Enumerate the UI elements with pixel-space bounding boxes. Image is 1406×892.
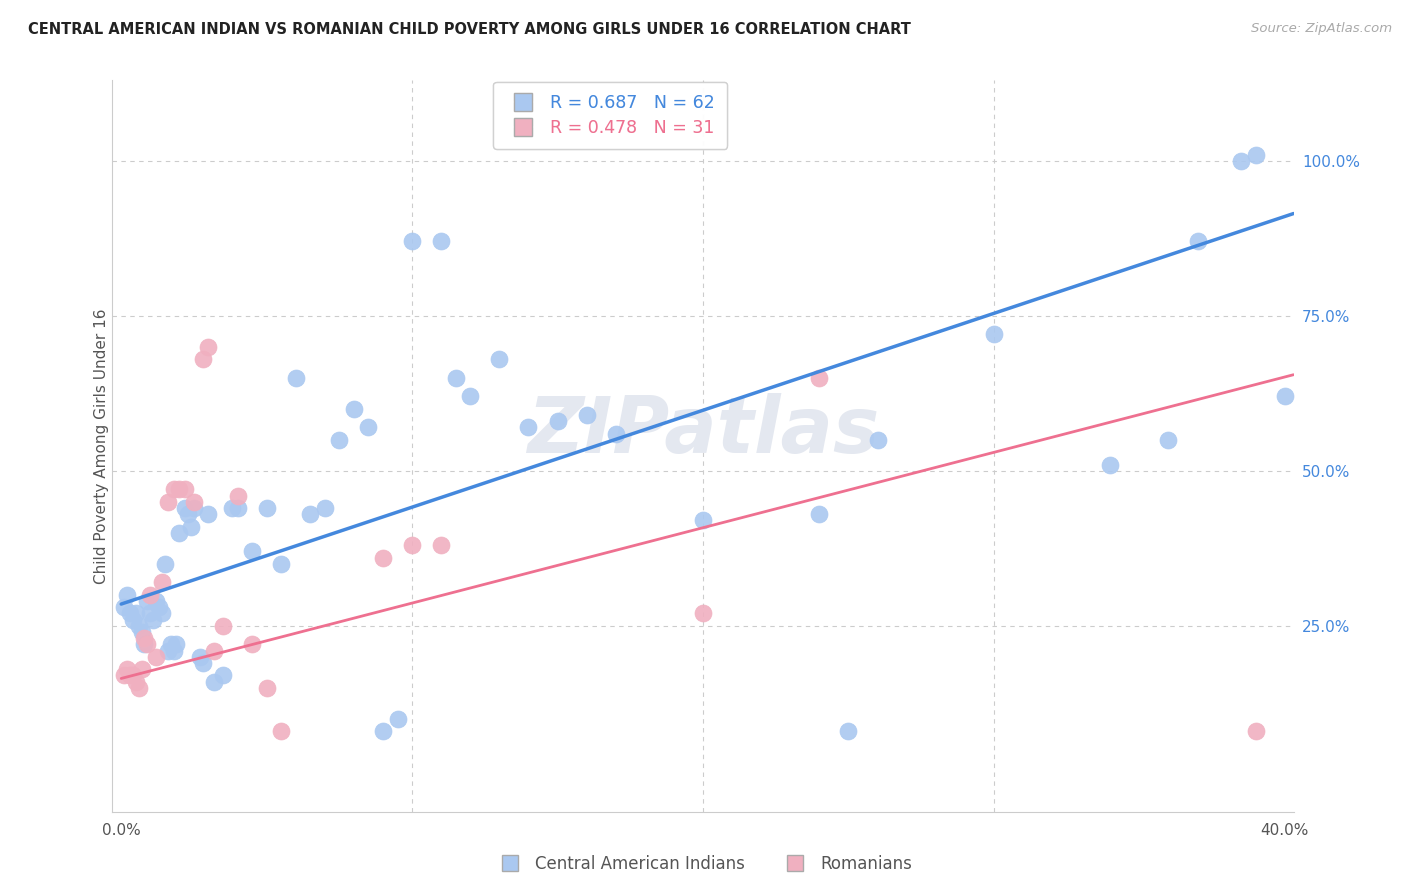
Point xyxy=(118,668,141,682)
Point xyxy=(575,408,598,422)
Point xyxy=(134,637,156,651)
Point xyxy=(371,724,394,739)
Point xyxy=(112,600,135,615)
Legend: R = 0.687   N = 62, R = 0.478   N = 31: R = 0.687 N = 62, R = 0.478 N = 31 xyxy=(494,82,727,149)
Point xyxy=(191,352,214,367)
Point xyxy=(299,507,322,521)
Point xyxy=(226,489,249,503)
Point xyxy=(131,662,153,676)
Point xyxy=(458,389,481,403)
Point xyxy=(1230,153,1253,168)
Point xyxy=(226,500,249,515)
Point xyxy=(150,607,173,621)
Point xyxy=(197,507,219,521)
Point xyxy=(547,414,569,428)
Point xyxy=(240,544,263,558)
Point xyxy=(270,557,292,571)
Point xyxy=(125,607,148,621)
Point xyxy=(131,624,153,639)
Point xyxy=(983,327,1005,342)
Point xyxy=(1244,724,1267,739)
Point xyxy=(1099,458,1122,472)
Point xyxy=(837,724,859,739)
Point xyxy=(136,594,159,608)
Point xyxy=(162,483,184,497)
Point xyxy=(136,637,159,651)
Point xyxy=(183,495,205,509)
Point xyxy=(1187,235,1209,249)
Point xyxy=(150,575,173,590)
Point xyxy=(183,500,205,515)
Point xyxy=(256,500,278,515)
Text: CENTRAL AMERICAN INDIAN VS ROMANIAN CHILD POVERTY AMONG GIRLS UNDER 16 CORRELATI: CENTRAL AMERICAN INDIAN VS ROMANIAN CHIL… xyxy=(28,22,911,37)
Point xyxy=(148,600,170,615)
Point xyxy=(256,681,278,695)
Point xyxy=(121,613,143,627)
Point xyxy=(284,371,307,385)
Point xyxy=(240,637,263,651)
Point xyxy=(401,235,423,249)
Point xyxy=(169,483,191,497)
Point xyxy=(156,495,179,509)
Point xyxy=(188,649,211,664)
Legend: Central American Indians, Romanians: Central American Indians, Romanians xyxy=(486,848,920,880)
Point xyxy=(1274,389,1296,403)
Point xyxy=(212,619,235,633)
Point xyxy=(180,519,202,533)
Point xyxy=(357,420,380,434)
Point xyxy=(314,500,336,515)
Point xyxy=(202,674,225,689)
Point xyxy=(270,724,292,739)
Point xyxy=(128,619,150,633)
Point xyxy=(371,550,394,565)
Point xyxy=(145,649,167,664)
Point xyxy=(197,340,219,354)
Point xyxy=(1157,433,1180,447)
Point xyxy=(387,712,409,726)
Point xyxy=(191,656,214,670)
Point xyxy=(145,594,167,608)
Point xyxy=(221,500,243,515)
Point xyxy=(1244,147,1267,161)
Point xyxy=(156,643,179,657)
Point xyxy=(134,631,156,645)
Point xyxy=(162,643,184,657)
Point xyxy=(174,500,197,515)
Point xyxy=(115,662,138,676)
Point xyxy=(153,557,176,571)
Y-axis label: Child Poverty Among Girls Under 16: Child Poverty Among Girls Under 16 xyxy=(94,309,108,583)
Point xyxy=(605,426,627,441)
Point xyxy=(202,643,225,657)
Point xyxy=(177,507,200,521)
Point xyxy=(692,607,714,621)
Point xyxy=(174,483,197,497)
Point xyxy=(401,538,423,552)
Point xyxy=(212,668,235,682)
Point xyxy=(128,681,150,695)
Point xyxy=(166,637,188,651)
Point xyxy=(692,513,714,527)
Point xyxy=(808,507,831,521)
Point xyxy=(430,235,453,249)
Text: ZIPatlas: ZIPatlas xyxy=(527,393,879,469)
Point xyxy=(159,637,181,651)
Point xyxy=(517,420,540,434)
Point xyxy=(139,588,162,602)
Point xyxy=(430,538,453,552)
Point xyxy=(115,588,138,602)
Point xyxy=(118,607,141,621)
Point xyxy=(142,613,165,627)
Point xyxy=(139,607,162,621)
Point xyxy=(488,352,510,367)
Point xyxy=(121,668,143,682)
Point xyxy=(112,668,135,682)
Point xyxy=(169,525,191,540)
Point xyxy=(328,433,350,447)
Text: Source: ZipAtlas.com: Source: ZipAtlas.com xyxy=(1251,22,1392,36)
Point xyxy=(808,371,831,385)
Point xyxy=(444,371,467,385)
Point xyxy=(343,401,366,416)
Point xyxy=(125,674,148,689)
Point xyxy=(866,433,889,447)
